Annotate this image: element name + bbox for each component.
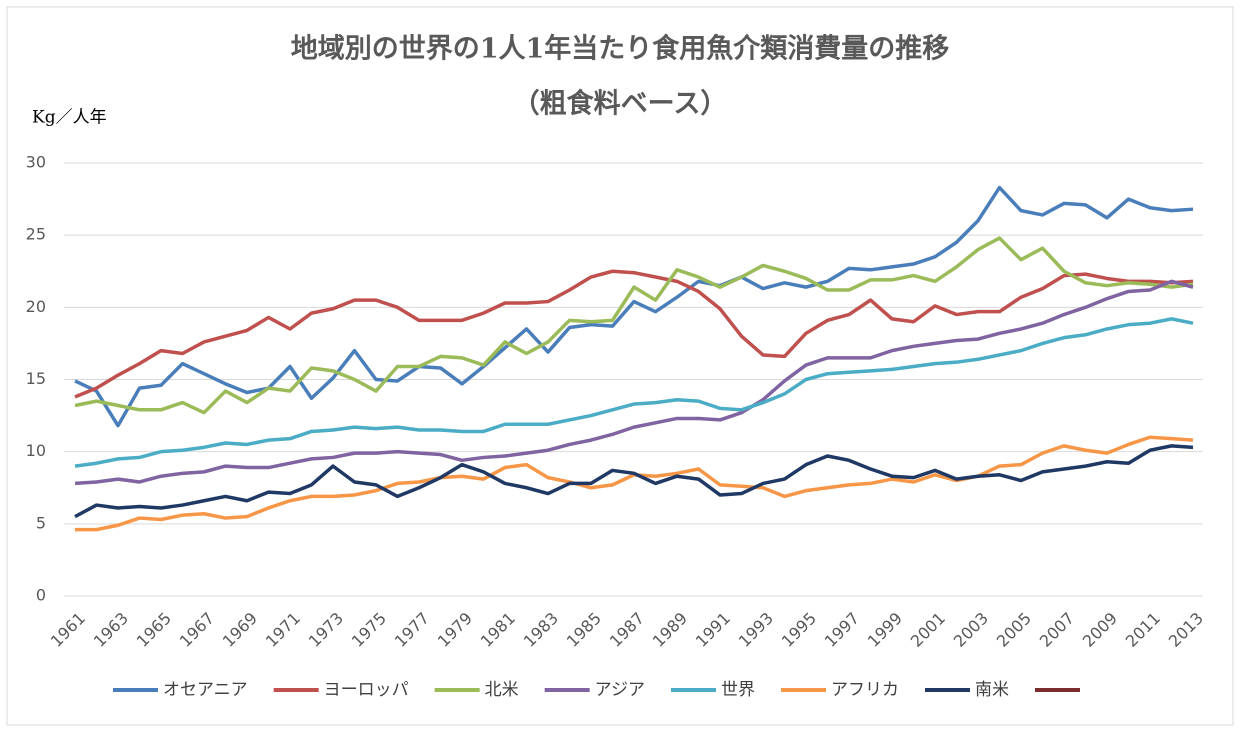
- line: [74, 269, 1194, 399]
- y-tick-label: 0: [36, 586, 46, 605]
- legend-label: 南米: [975, 680, 1009, 700]
- line: [74, 279, 1194, 486]
- chart-subtitle: （粗食料ベース）: [513, 88, 728, 120]
- line: [74, 185, 1194, 428]
- legend-label: アジア: [595, 680, 645, 700]
- chart-title: 地域別の世界の1人1年当たり食用魚介類消費量の推移: [291, 33, 950, 65]
- legend-label: オセアニア: [163, 680, 248, 700]
- y-axis-label: Kg／人年: [32, 108, 107, 128]
- line: [74, 317, 1194, 468]
- y-tick-label: 20: [26, 297, 46, 316]
- chart-frame: [6, 6, 1234, 726]
- legend-label: アフリカ: [831, 680, 899, 700]
- y-tick-label: 15: [26, 369, 46, 388]
- y-tick-label: 10: [26, 441, 46, 460]
- legend-label: 北米: [485, 680, 519, 700]
- legend-label: 世界: [721, 680, 755, 700]
- legend-label: ヨーロッパ: [324, 680, 409, 700]
- line: [74, 444, 1194, 519]
- y-tick-label: 30: [26, 153, 46, 172]
- line: [74, 236, 1194, 415]
- y-tick-label: 5: [36, 513, 46, 532]
- y-tick-label: 25: [26, 225, 46, 244]
